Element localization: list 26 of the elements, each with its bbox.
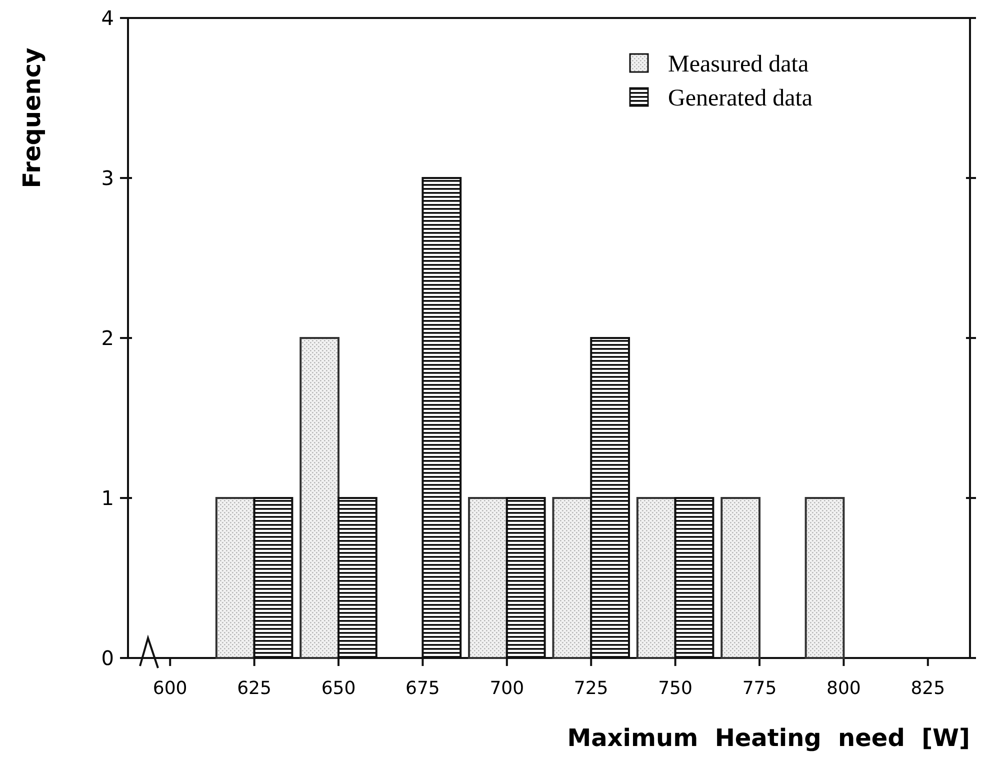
- x-tick-label: 700: [490, 678, 524, 699]
- x-tick-label: 600: [152, 678, 188, 699]
- bar: [804, 497, 845, 659]
- bar: [468, 497, 508, 659]
- bar: [720, 497, 760, 659]
- y-tick-label: 0: [101, 646, 114, 670]
- x-tick-label: 775: [742, 678, 777, 699]
- x-tick-label: 725: [574, 678, 608, 699]
- x-tick-label: 750: [658, 678, 692, 699]
- x-axis-title: Maximum Heating need [W]: [567, 724, 970, 752]
- bar: [215, 497, 256, 659]
- legend-label: Measured data: [668, 51, 809, 78]
- y-tick-label: 4: [101, 6, 114, 30]
- x-tick-label: 675: [406, 678, 440, 699]
- bar: [300, 337, 340, 659]
- x-tick-label: 825: [910, 678, 946, 699]
- x-tick-label: 800: [826, 678, 861, 699]
- x-tick-label: 625: [237, 678, 272, 699]
- y-axis-title: Frequency: [18, 47, 46, 188]
- legend-label: Generated data: [668, 85, 813, 112]
- y-tick-label: 1: [101, 486, 114, 510]
- bar: [636, 497, 676, 659]
- x-tick-label: 650: [321, 678, 356, 699]
- bar: [552, 497, 592, 659]
- y-tick-label: 2: [101, 326, 114, 350]
- y-tick-label: 3: [101, 166, 114, 190]
